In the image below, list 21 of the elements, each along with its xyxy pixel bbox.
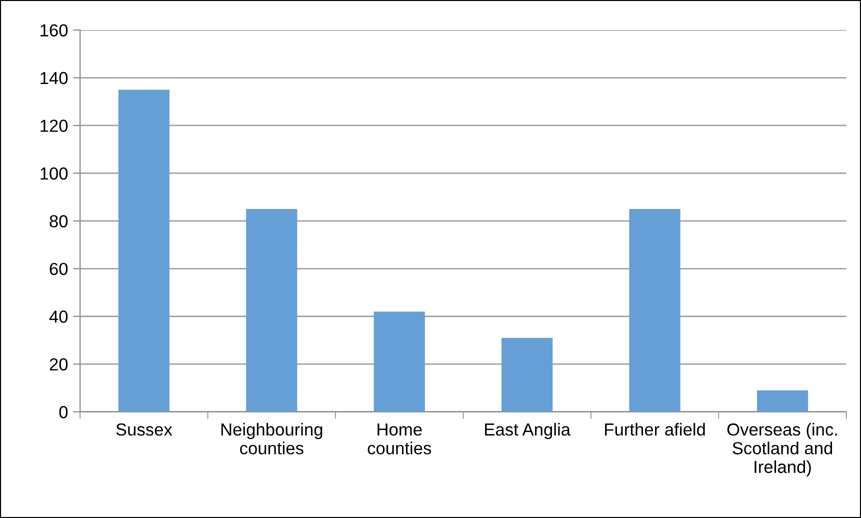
bar [629, 208, 680, 412]
y-tick-label: 80 [50, 215, 68, 228]
y-tick-label: 0 [59, 406, 68, 418]
x-tick-label: Home counties [368, 424, 432, 454]
x-tick-label: Neighbouring counties [221, 422, 322, 454]
bar [374, 312, 425, 412]
x-tick-label: Sussex [116, 423, 172, 436]
y-tick-label: 100 [40, 167, 68, 180]
x-tick-label: Overseas (inc. Scotland and Ireland) [727, 422, 837, 476]
y-tick-label: 60 [50, 262, 68, 276]
x-tick-label: Further afield [605, 422, 705, 436]
y-tick-label: 120 [40, 120, 68, 132]
bar [502, 338, 553, 412]
y-tick-label: 20 [50, 358, 68, 371]
y-tick-label: 40 [49, 310, 68, 323]
y-tick-label: 160 [40, 24, 68, 37]
bar [118, 90, 170, 412]
y-tick-label: 140 [40, 72, 68, 84]
x-tick-label: East Anglia [485, 422, 571, 440]
bar [756, 390, 808, 412]
bar [246, 208, 298, 412]
